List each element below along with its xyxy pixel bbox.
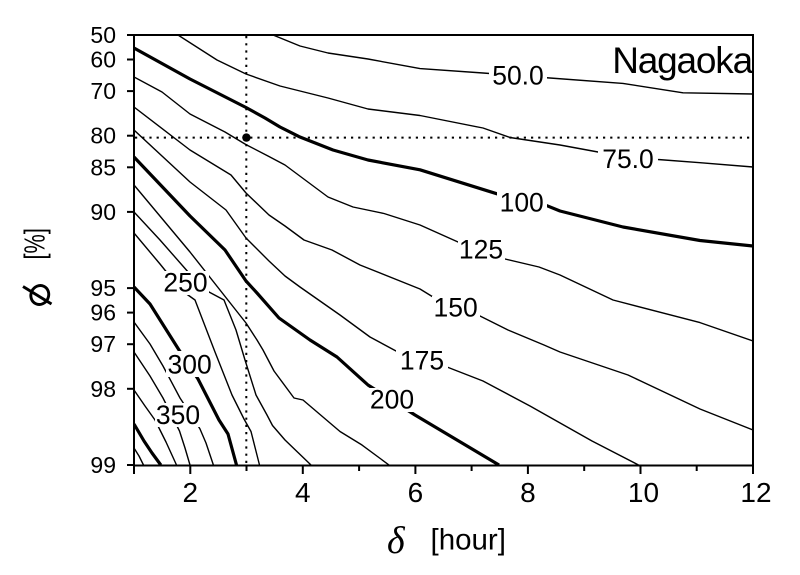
svg-text:200: 200	[370, 385, 414, 415]
svg-text:8: 8	[520, 477, 536, 508]
svg-text:4: 4	[295, 477, 311, 508]
svg-text:100: 100	[500, 188, 544, 218]
svg-text:175: 175	[400, 346, 444, 376]
svg-text:12: 12	[740, 477, 771, 508]
svg-text:250: 250	[163, 268, 207, 298]
svg-text:98: 98	[90, 376, 116, 402]
svg-text:85: 85	[90, 154, 116, 180]
svg-text:90: 90	[90, 199, 116, 225]
svg-text:99: 99	[90, 452, 116, 478]
svg-text:80: 80	[90, 123, 116, 149]
svg-text:300: 300	[167, 350, 211, 380]
svg-text:50: 50	[90, 22, 116, 48]
svg-text:Nagaoka: Nagaoka	[612, 40, 753, 81]
svg-text:97: 97	[90, 331, 116, 357]
svg-text:70: 70	[90, 78, 116, 104]
svg-text:[hour]: [hour]	[431, 524, 506, 557]
svg-text:6: 6	[408, 477, 424, 508]
svg-text:75.0: 75.0	[602, 144, 654, 174]
svg-text:150: 150	[433, 292, 477, 322]
svg-text:60: 60	[90, 47, 116, 73]
svg-text:96: 96	[90, 300, 116, 326]
svg-text:350: 350	[156, 400, 200, 430]
svg-text:95: 95	[90, 275, 116, 301]
svg-text:125: 125	[459, 235, 503, 265]
svg-text:δ: δ	[387, 520, 406, 562]
svg-text:50.0: 50.0	[492, 61, 544, 91]
svg-text:10: 10	[628, 477, 659, 508]
svg-text:2: 2	[183, 477, 199, 508]
svg-text:[%]: [%]	[20, 228, 52, 259]
